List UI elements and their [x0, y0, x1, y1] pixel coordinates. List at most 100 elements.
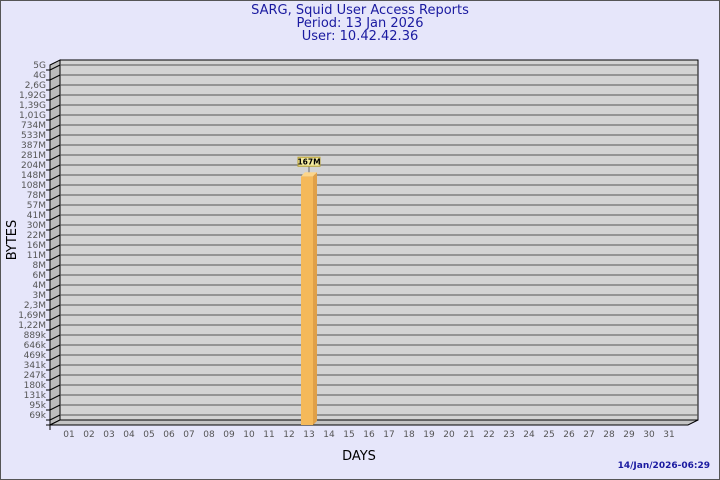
- timestamp: 14/Jan/2026-06:29: [617, 461, 710, 471]
- y-tick-label: 469k: [24, 351, 47, 361]
- x-tick-label: 04: [123, 430, 135, 440]
- y-tick-diagonal: [49, 414, 61, 421]
- x-tick-label: 20: [443, 430, 455, 440]
- x-tick-label: 09: [223, 430, 235, 440]
- x-tick-label: 18: [403, 430, 415, 440]
- y-tick-label: 108M: [21, 181, 46, 191]
- y-tick-diagonal: [49, 244, 61, 251]
- y-tick-label: 646k: [24, 341, 47, 351]
- y-tick-diagonal: [49, 174, 61, 181]
- y-tick-diagonal: [49, 104, 61, 111]
- y-tick-diagonal: [49, 224, 61, 231]
- y-tick-label: 8M: [33, 261, 47, 271]
- x-tick-label: 14: [323, 430, 335, 440]
- x-tick-label: 30: [643, 430, 655, 440]
- data-label: 167M: [297, 158, 320, 167]
- chart-period: Period: 13 Jan 2026: [296, 16, 424, 31]
- x-tick-label: 29: [623, 430, 635, 440]
- y-tick-label: 3M: [33, 291, 47, 301]
- x-tick-label: 19: [423, 430, 435, 440]
- x-tick-label: 08: [203, 430, 215, 440]
- x-tick-label: 05: [143, 430, 154, 440]
- x-tick-label: 27: [583, 430, 594, 440]
- x-tick-label: 10: [243, 430, 255, 440]
- y-tick-label: 131k: [24, 391, 47, 401]
- y-tick-diagonal: [49, 114, 61, 121]
- y-tick-diagonal: [49, 94, 61, 101]
- y-tick-label: 69k: [29, 411, 46, 421]
- x-tick-label: 03: [103, 430, 114, 440]
- y-tick-diagonal: [49, 374, 61, 381]
- y-tick-label: 2,6G: [25, 81, 46, 91]
- y-tick-label: 247k: [24, 371, 47, 381]
- y-tick-diagonal: [49, 164, 61, 171]
- y-tick-label: 2,3M: [24, 301, 46, 311]
- y-tick-diagonal: [49, 134, 61, 141]
- x-tick-label: 12: [283, 430, 294, 440]
- y-tick-label: 11M: [27, 251, 46, 261]
- y-tick-label: 22M: [27, 231, 46, 241]
- chart-user: User: 10.42.42.36: [301, 29, 419, 44]
- y-tick-label: 204M: [21, 161, 46, 171]
- data-label-box: [297, 156, 321, 167]
- y-tick-diagonal: [49, 64, 61, 71]
- y-tick-diagonal: [49, 74, 61, 81]
- y-tick-diagonal: [49, 364, 61, 371]
- x-tick-label: 25: [543, 430, 554, 440]
- y-tick-diagonal: [49, 184, 61, 191]
- y-tick-diagonal: [49, 154, 61, 161]
- y-tick-label: 1,22M: [18, 321, 46, 331]
- x-tick-label: 24: [523, 430, 535, 440]
- y-tick-label: 6M: [33, 271, 47, 281]
- y-tick-label: 281M: [21, 151, 46, 161]
- y-tick-label: 1,39G: [19, 101, 46, 111]
- x-tick-label: 17: [383, 430, 394, 440]
- chart-title: SARG, Squid User Access Reports: [251, 3, 469, 18]
- y-axis-label: BYTES: [5, 220, 20, 261]
- y-tick-label: 533M: [21, 131, 46, 141]
- y-tick-diagonal: [49, 194, 61, 201]
- y-tick-diagonal: [49, 384, 61, 391]
- x-tick-label: 06: [163, 430, 175, 440]
- y-tick-label: 95k: [29, 401, 46, 411]
- y-tick-label: 1,92G: [19, 91, 46, 101]
- y-tick-diagonal: [49, 214, 61, 221]
- y-tick-diagonal: [49, 84, 61, 91]
- y-tick-label: 180k: [24, 381, 47, 391]
- y-tick-diagonal: [49, 254, 61, 261]
- x-tick-label: 22: [483, 430, 494, 440]
- y-tick-label: 148M: [21, 171, 46, 181]
- plot-floor: [49, 419, 699, 426]
- y-tick-label: 1,69M: [18, 311, 46, 321]
- plot-back-panel: [59, 59, 699, 421]
- y-tick-label: 1,01G: [19, 111, 46, 121]
- y-tick-label: 889k: [24, 331, 47, 341]
- bar-top: [301, 172, 317, 177]
- x-tick-label: 28: [603, 430, 615, 440]
- y-tick-label: 30M: [27, 221, 46, 231]
- y-tick-label: 387M: [21, 141, 46, 151]
- x-tick-label: 15: [343, 430, 354, 440]
- x-tick-label: 31: [663, 430, 674, 440]
- y-tick-diagonal: [49, 124, 61, 131]
- x-tick-label: 26: [563, 430, 575, 440]
- x-axis-label: DAYS: [342, 449, 376, 464]
- x-tick-label: 16: [363, 430, 375, 440]
- y-tick-label: 4G: [33, 71, 46, 81]
- y-tick-diagonal: [49, 314, 61, 321]
- y-tick-diagonal: [49, 234, 61, 241]
- y-tick-diagonal: [49, 284, 61, 291]
- y-tick-diagonal: [49, 324, 61, 331]
- y-tick-diagonal: [49, 204, 61, 211]
- y-tick-diagonal: [49, 294, 61, 301]
- y-tick-label: 78M: [27, 191, 46, 201]
- y-tick-diagonal: [49, 354, 61, 361]
- y-tick-diagonal: [49, 394, 61, 401]
- y-tick-label: 341k: [24, 361, 47, 371]
- x-tick-label: 01: [63, 430, 74, 440]
- bar-front: [301, 176, 313, 425]
- y-tick-diagonal: [49, 144, 61, 151]
- y-tick-label: 16M: [27, 241, 46, 251]
- bar-side: [313, 172, 317, 425]
